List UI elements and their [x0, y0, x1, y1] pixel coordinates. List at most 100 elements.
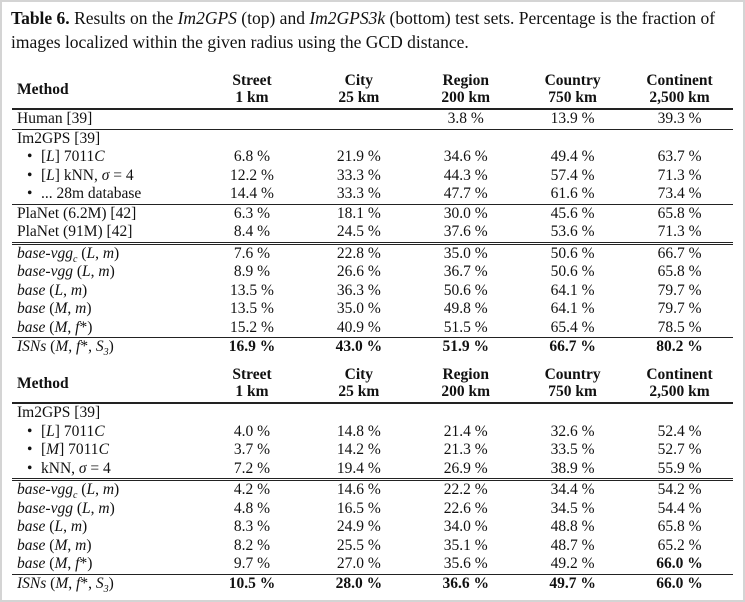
- method-segment: σ: [101, 166, 110, 184]
- method-segment: ): [108, 338, 114, 356]
- method-segment: [: [41, 166, 47, 184]
- value-cell-city: 21.9 %: [336, 148, 381, 166]
- value-cell-country: 45.6 %: [550, 204, 595, 222]
- table-row: PlaNet (91M) [42] 8.4 % 24.5 % 37.6 % 53.6 %…: [12, 223, 733, 245]
- value-cell-continent: [626, 129, 733, 148]
- method-cell: ISNs (M, f*, S3): [12, 574, 199, 595]
- method-segment: M: [46, 441, 60, 459]
- value-cell-street: [199, 129, 306, 148]
- caption-segment: Results on the: [69, 8, 178, 28]
- method-segment: S: [95, 574, 104, 592]
- method-segment: L: [82, 499, 91, 517]
- value-cell-city: 33.3 %: [305, 185, 413, 205]
- method-segment: = 4: [86, 459, 111, 477]
- column-radius: 1 km: [235, 383, 269, 400]
- method-segment: *,: [80, 338, 96, 356]
- method-segment: (: [45, 318, 55, 336]
- value-cell-region: [412, 129, 519, 148]
- column-name: City: [344, 366, 374, 383]
- method-segment: ,: [63, 281, 71, 299]
- value-cell-street: 8.4 %: [198, 223, 306, 245]
- method-segment: base-vgg: [17, 499, 73, 517]
- value-cell-country: 64.1 %: [550, 300, 595, 318]
- column-radius: 1 km: [235, 89, 269, 106]
- method-segment: L: [54, 518, 64, 536]
- column-name: Continent: [646, 72, 713, 89]
- method-segment: L: [86, 481, 96, 499]
- value-cell-street: 7.2 %: [198, 459, 306, 481]
- value-cell-street: 8.9 %: [233, 263, 271, 281]
- caption-label: Table 6.: [11, 8, 70, 28]
- value-cell-region: 3.8 %: [412, 109, 520, 130]
- method-segment: f: [75, 555, 80, 573]
- method-segment: ): [82, 518, 88, 536]
- header-row: Method Street 1 km City 25 km Region 200 km Cou…: [12, 366, 733, 404]
- method-cell: • [L] 7011C: [12, 423, 199, 442]
- column-radius: 25 km: [338, 383, 380, 400]
- value-cell-city: 14.8 %: [336, 422, 381, 440]
- column-header-street: Street 1 km: [198, 72, 306, 110]
- method-segment: PlaNet (6.2M) [42]: [17, 204, 137, 222]
- method-cell: base (L, m): [12, 282, 199, 301]
- value-cell-continent: 55.9 %: [626, 459, 733, 481]
- value-cell-city: [305, 403, 412, 423]
- value-cell-region: 21.3 %: [443, 441, 488, 459]
- method-segment: base-vgg: [17, 244, 73, 262]
- method-segment: ): [114, 244, 120, 262]
- caption-segment: (bottom) test sets. Percentage is the fr…: [11, 8, 716, 52]
- value-cell-country: 66.7 %: [549, 338, 596, 356]
- method-segment: *,: [80, 574, 96, 592]
- column-name: City: [344, 72, 374, 89]
- method-cell: base-vggc (L, m): [12, 480, 199, 501]
- table-row: base-vggc (L, m) 4.2 % 14.6 % 22.2 % 34.4 % 5…: [12, 480, 733, 501]
- caption-segment: Im2GPS: [177, 8, 237, 28]
- method-segment: ,: [67, 555, 76, 573]
- method-segment: C: [94, 422, 105, 440]
- method-segment: Im2GPS [39]: [17, 404, 101, 422]
- column-header-continent: Continent 2,500 km: [626, 366, 733, 404]
- column-radius: 2,500 km: [649, 89, 710, 106]
- value-cell-country: 48.8 %: [550, 518, 595, 536]
- value-cell-country: 53.6 %: [519, 223, 627, 245]
- value-cell-country: 57.4 %: [550, 166, 595, 184]
- method-segment: M: [54, 555, 68, 573]
- column-header-city: City 25 km: [305, 72, 413, 110]
- method-segment: ): [109, 499, 115, 517]
- method-cell: • kNN, σ = 4: [12, 459, 199, 481]
- method-segment: ] kNN,: [54, 166, 102, 184]
- method-segment: base: [17, 300, 46, 318]
- method-segment: ,: [68, 574, 77, 592]
- value-cell-region: 36.6 %: [442, 574, 489, 592]
- value-cell-city: 19.4 %: [305, 459, 413, 481]
- caption-segment: (top) and: [236, 8, 310, 28]
- method-segment: ISNs: [17, 574, 47, 592]
- caption-text: Results on the Im2GPS (top) and Im2GPS3k…: [11, 8, 715, 52]
- method-segment: m: [98, 499, 110, 517]
- method-segment: Im2GPS [39]: [17, 129, 101, 147]
- value-cell-region: 44.3 %: [443, 166, 488, 184]
- value-cell-city: 40.9 %: [305, 318, 413, 338]
- table-caption: Table 6. Results on the Im2GPS (top) and…: [11, 6, 736, 54]
- method-segment: m: [75, 536, 87, 554]
- column-header-region: Region 200 km: [412, 72, 520, 110]
- value-cell-continent: 63.7 %: [657, 148, 702, 166]
- column-header-method: Method: [12, 72, 199, 110]
- results-table-im2gps3k: Method Street 1 km City 25 km Region 200 km Cou…: [12, 366, 733, 595]
- table-row: base (L, m) 13.5 % 36.3 % 50.6 % 64.1 % 79.7 …: [12, 282, 733, 301]
- method-segment: S: [95, 338, 104, 356]
- method-segment: ,: [95, 244, 103, 262]
- value-cell-street: [198, 109, 306, 130]
- value-cell-street: 10.5 %: [228, 574, 276, 592]
- method-segment: M: [54, 300, 68, 318]
- value-cell-street: [199, 403, 306, 423]
- method-segment: base: [17, 555, 46, 573]
- method-cell: base (L, m): [12, 518, 199, 537]
- method-segment: PlaNet (91M) [42]: [17, 223, 133, 241]
- table-row: • [L] kNN, σ = 4 12.2 % 33.3 % 44.3 % 57.4 % 7…: [12, 167, 733, 186]
- method-segment: ... 28m database: [41, 185, 142, 203]
- value-cell-street: 8.3 %: [233, 518, 271, 536]
- method-segment: (: [45, 536, 55, 554]
- value-cell-continent: 66.0 %: [626, 555, 733, 575]
- value-cell-city: 27.0 %: [305, 555, 413, 575]
